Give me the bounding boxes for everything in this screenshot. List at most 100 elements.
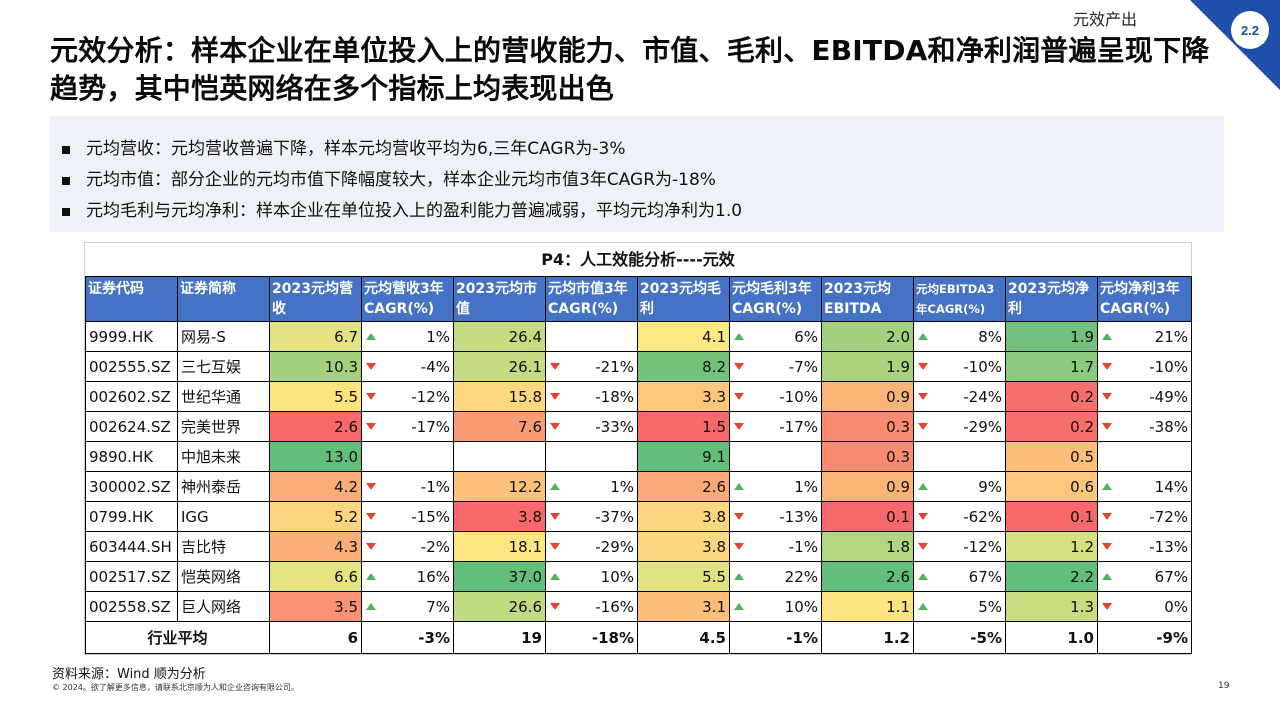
cagr-cell [545,321,638,352]
cell-value: -17% [779,417,818,436]
cell-value: 15.8 [508,387,542,406]
column-header: 证券简称 [177,276,270,322]
column-header: 元均EBITDA3年CAGR(%) [913,276,1006,322]
cell-value: -16% [595,597,634,616]
cell-value: 2.6 [702,477,726,496]
metric-value-cell: 9.1 [637,441,730,472]
cell-value: -17% [411,417,450,436]
metric-value-cell: 26.4 [453,321,546,352]
triangle-down-icon [550,393,560,400]
source-note: 资料来源：Wind 顺为分析 [52,667,206,682]
triangle-down-icon [550,543,560,550]
column-header: 2023元均净利 [1005,276,1098,322]
metric-value-cell: 7.6 [453,411,546,442]
triangle-up-icon [918,603,928,610]
cagr-cell: 7% [361,591,454,622]
cell-value: -33% [595,417,634,436]
table-row: 002558.SZ 巨人网络 3.5 7% 26.6 -16% 3.1 10% 1.1 5% 1.3… [85,591,1192,622]
average-value-cell: -5% [913,621,1006,654]
cagr-cell [1097,441,1192,472]
triangle-up-icon [366,603,376,610]
cagr-cell: -21% [545,351,638,382]
cagr-cell: -4% [361,351,454,382]
triangle-down-icon [366,423,376,430]
cagr-cell: -38% [1097,411,1192,442]
metric-value-cell: 8.2 [637,351,730,382]
cell-value: 1.3 [1070,597,1094,616]
cagr-cell: 16% [361,561,454,592]
cagr-cell [361,441,454,472]
cagr-cell: 10% [729,591,822,622]
metric-value-cell: 26.1 [453,351,546,382]
triangle-down-icon [1102,543,1112,550]
summary-box: 元均营收：元均营收普遍下降，样本元均营收平均为6,三年CAGR为-3% 元均市值… [50,116,1224,232]
cagr-cell: -12% [361,381,454,412]
cell-value: 0.9 [886,387,910,406]
cagr-cell: -29% [913,411,1006,442]
average-value-cell: -18% [545,621,638,654]
cell-value: 2.6 [886,567,910,586]
cell-value: -7% [788,357,818,376]
cell-value: 0.1 [1070,507,1094,526]
cagr-cell: -1% [729,531,822,562]
metric-value-cell: 15.8 [453,381,546,412]
cell-value: 37.0 [508,567,542,586]
cell-value: -15% [411,507,450,526]
cell-value: -4% [420,357,450,376]
table-title: P4：人工效能分析----元效 [541,250,735,269]
metric-value-cell: 2.0 [821,321,914,352]
cell-value: 10% [784,597,818,616]
cell-value: -62% [963,507,1002,526]
table-row: 9999.HK 网易-S 6.7 1% 26.4 4.1 6% 2.0 8% 1.9 21% [85,321,1192,352]
cagr-cell: 67% [1097,561,1192,592]
cell-value: -10% [963,357,1002,376]
cagr-cell: -17% [729,411,822,442]
table-body: 9999.HK 网易-S 6.7 1% 26.4 4.1 6% 2.0 8% 1.9 21% 0025… [85,321,1192,654]
metric-value-cell: 12.2 [453,471,546,502]
cell-value: -29% [963,417,1002,436]
table-row: 002624.SZ 完美世界 2.6 -17% 7.6 -33% 1.5 -17% 0.3 -29… [85,411,1192,442]
cell-value: 1% [610,477,634,496]
triangle-down-icon [366,513,376,520]
security-name-cell: 三七互娱 [177,351,270,382]
cell-value: 3.1 [702,597,726,616]
cell-value: 8% [978,327,1002,346]
security-code-cell: 9999.HK [85,321,178,352]
metric-value-cell: 0.3 [821,411,914,442]
metric-value-cell: 3.5 [269,591,362,622]
cell-value: 2.2 [1070,567,1094,586]
column-header: 2023元均市值 [453,276,546,322]
security-name-cell: 世纪华通 [177,381,270,412]
security-name-cell: 神州泰岳 [177,471,270,502]
metric-value-cell: 5.5 [269,381,362,412]
metric-value-cell: 6.6 [269,561,362,592]
column-header: 元均净利3年CAGR(%) [1097,276,1192,322]
metric-value-cell: 4.3 [269,531,362,562]
page-number: 19 [1218,681,1230,691]
triangle-up-icon [366,333,376,340]
metric-value-cell: 3.8 [637,531,730,562]
copyright-note: © 2024。欲了解更多信息，请联系北京顺为人和企业咨询有限公司。 [52,683,299,692]
metric-value-cell: 5.5 [637,561,730,592]
triangle-down-icon [366,483,376,490]
cell-value: 0.2 [1070,417,1094,436]
cell-value: -12% [411,387,450,406]
metric-value-cell [453,441,546,472]
cell-value: 1.5 [702,417,726,436]
metric-value-cell: 1.1 [821,591,914,622]
triangle-up-icon [734,483,744,490]
cell-value: 7.6 [518,417,542,436]
cell-value: 5.5 [334,387,358,406]
cagr-cell: -15% [361,501,454,532]
cell-value: 12.2 [508,477,542,496]
metric-value-cell: 3.8 [637,501,730,532]
triangle-down-icon [550,513,560,520]
metric-value-cell: 0.3 [821,441,914,472]
triangle-up-icon [550,483,560,490]
metric-value-cell: 3.8 [453,501,546,532]
cell-value: -38% [1149,417,1188,436]
cell-value: 8.2 [702,357,726,376]
metric-value-cell: 1.7 [1005,351,1098,382]
cell-value: 9.1 [702,447,726,466]
cell-value: 13.0 [324,447,358,466]
